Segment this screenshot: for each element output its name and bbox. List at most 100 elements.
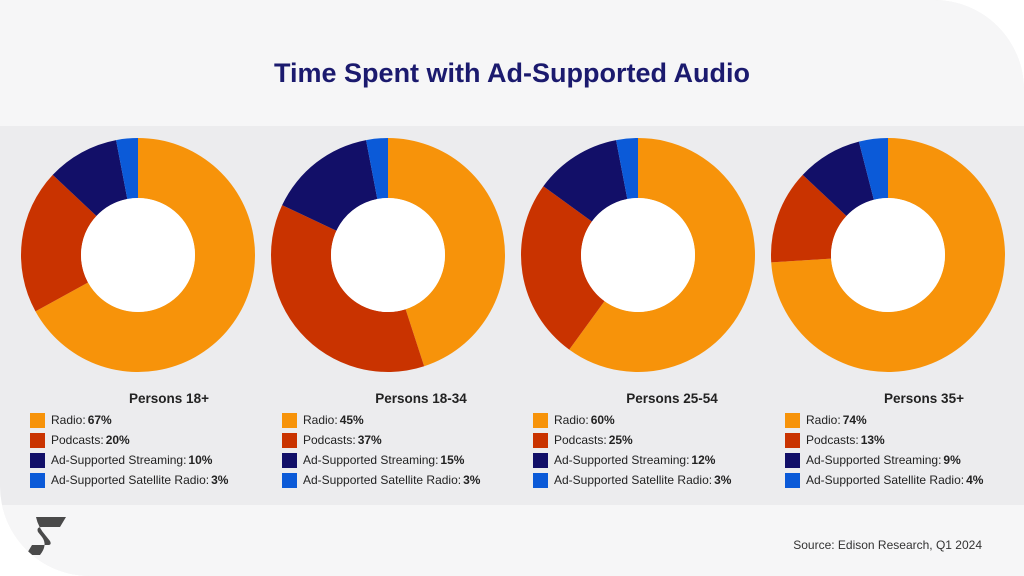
legend-label: Radio: xyxy=(51,413,86,427)
legend-label: Radio: xyxy=(554,413,589,427)
chart-title: Time Spent with Ad-Supported Audio xyxy=(274,58,750,88)
donut-slice xyxy=(366,138,388,200)
legend-item: Ad-Supported Satellite Radio: 3% xyxy=(282,470,480,490)
legend-value: 67% xyxy=(87,413,112,427)
legend-value: 45% xyxy=(339,413,364,427)
legend-item: Ad-Supported Streaming: 9% xyxy=(785,450,983,470)
donut-persons-18-34 xyxy=(271,138,505,372)
footer-band xyxy=(0,505,1024,576)
legend-value: 3% xyxy=(211,473,229,487)
legend: Radio: 60% Podcasts: 25% Ad-Supported Stream… xyxy=(533,410,731,490)
legend-item: Radio: 45% xyxy=(282,410,480,430)
panel-title: Persons 35+ xyxy=(884,391,964,406)
donut-slice xyxy=(616,138,638,200)
donut-slice xyxy=(521,186,605,350)
legend-label: Podcasts: xyxy=(806,433,859,447)
legend-item: Podcasts: 25% xyxy=(533,430,731,450)
legend-label: Ad-Supported Satellite Radio: xyxy=(806,473,965,487)
legend-item: Podcasts: 13% xyxy=(785,430,983,450)
legend-swatch xyxy=(785,452,800,468)
brand-logo-icon xyxy=(26,517,66,555)
donut-slice xyxy=(802,141,874,216)
legend-value: 3% xyxy=(463,473,481,487)
donut-charts xyxy=(21,138,1006,372)
legend-item: Ad-Supported Streaming: 12% xyxy=(533,450,731,470)
donut-slice xyxy=(388,138,505,367)
legend-label: Ad-Supported Satellite Radio: xyxy=(554,473,713,487)
legend-label: Ad-Supported Streaming: xyxy=(303,453,439,467)
legend-value: 3% xyxy=(714,473,732,487)
legend-item: Radio: 60% xyxy=(533,410,731,430)
donut-persons-18-plus xyxy=(21,138,255,372)
legend-value: 15% xyxy=(440,453,465,467)
legend-item: Ad-Supported Satellite Radio: 3% xyxy=(30,470,228,490)
legend-swatch xyxy=(785,432,800,448)
source-note: Source: Edison Research, Q1 2024 xyxy=(793,538,982,552)
panel-title: Persons 25-54 xyxy=(626,391,718,406)
donut-slice xyxy=(52,140,128,216)
legend-label: Ad-Supported Streaming: xyxy=(806,453,942,467)
donut-slice xyxy=(21,174,97,312)
legend-swatch xyxy=(282,472,297,488)
donut-persons-35-plus xyxy=(771,138,1006,372)
legend-swatch xyxy=(533,472,548,488)
donut-hole xyxy=(81,198,195,312)
donut-slice xyxy=(858,138,888,200)
legend-label: Ad-Supported Satellite Radio: xyxy=(303,473,462,487)
legend-label: Ad-Supported Streaming: xyxy=(51,453,187,467)
legend-item: Radio: 67% xyxy=(30,410,228,430)
panel-title: Persons 18-34 xyxy=(375,391,467,406)
legend-swatch xyxy=(282,452,297,468)
legend-value: 60% xyxy=(590,413,615,427)
donut-hole xyxy=(831,198,945,312)
legend-swatch xyxy=(785,472,800,488)
donut-slice xyxy=(116,138,138,200)
donut-slice xyxy=(35,138,255,372)
legend-swatch xyxy=(282,432,297,448)
legend-label: Radio: xyxy=(303,413,338,427)
legend-item: Podcasts: 20% xyxy=(30,430,228,450)
donut-hole xyxy=(331,198,445,312)
legend-label: Ad-Supported Streaming: xyxy=(554,453,690,467)
legend-value: 12% xyxy=(691,453,716,467)
legend-value: 13% xyxy=(860,433,885,447)
legend-swatch xyxy=(30,472,45,488)
donut-slice xyxy=(569,138,755,372)
legend-value: 9% xyxy=(943,453,961,467)
legend-label: Ad-Supported Satellite Radio: xyxy=(51,473,210,487)
legend-value: 37% xyxy=(357,433,382,447)
donut-persons-25-54 xyxy=(521,138,755,372)
header-band xyxy=(0,0,1024,126)
legend-value: 25% xyxy=(608,433,633,447)
donut-slice xyxy=(282,140,378,231)
legend-swatch xyxy=(30,432,45,448)
legend-item: Ad-Supported Satellite Radio: 4% xyxy=(785,470,983,490)
legend-value: 20% xyxy=(105,433,130,447)
legend-label: Podcasts: xyxy=(51,433,104,447)
legend: Radio: 67% Podcasts: 20% Ad-Supported Stream… xyxy=(30,410,228,490)
donut-slice xyxy=(771,174,847,263)
legend-item: Podcasts: 37% xyxy=(282,430,480,450)
legend-swatch xyxy=(785,412,800,428)
panel-title: Persons 18+ xyxy=(129,391,209,406)
legend-swatch xyxy=(533,432,548,448)
donut-hole xyxy=(581,198,695,312)
legend-label: Podcasts: xyxy=(554,433,607,447)
legend: Radio: 45% Podcasts: 37% Ad-Supported Stream… xyxy=(282,410,480,490)
legend-value: 74% xyxy=(842,413,867,427)
legend: Radio: 74% Podcasts: 13% Ad-Supported Stream… xyxy=(785,410,983,490)
donut-slice xyxy=(271,205,425,372)
donut-slice xyxy=(543,140,628,222)
legend-item: Ad-Supported Streaming: 10% xyxy=(30,450,228,470)
legend-label: Radio: xyxy=(806,413,841,427)
legend-swatch xyxy=(30,452,45,468)
legend-item: Radio: 74% xyxy=(785,410,983,430)
legend-label: Podcasts: xyxy=(303,433,356,447)
legend-swatch xyxy=(533,452,548,468)
donut-slice xyxy=(771,138,1006,372)
legend-swatch xyxy=(282,412,297,428)
legend-swatch xyxy=(30,412,45,428)
legend-value: 4% xyxy=(966,473,984,487)
legend-value: 10% xyxy=(188,453,213,467)
